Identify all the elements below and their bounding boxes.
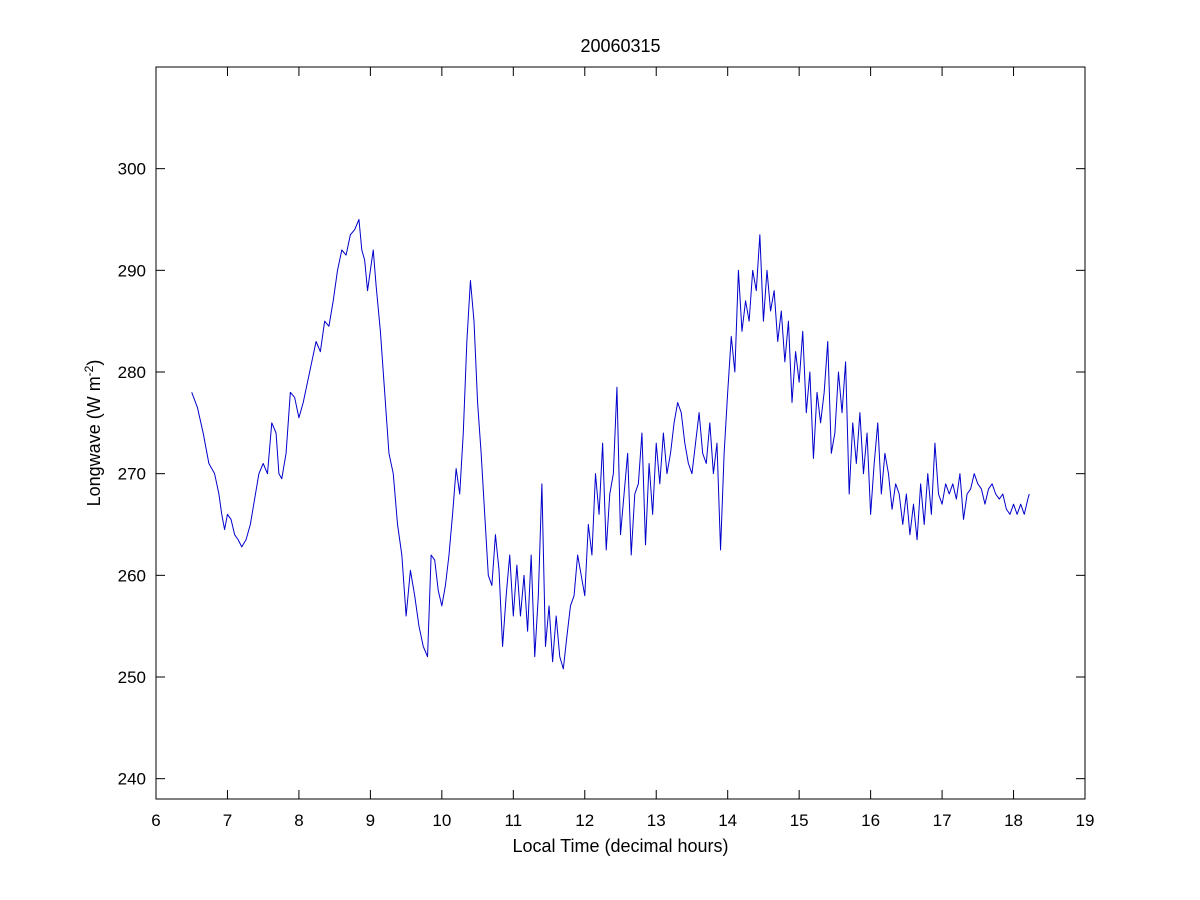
axis-ticks [155,67,1086,799]
series-line [191,219,1030,670]
x-tick-label: 16 [861,811,880,830]
x-axis-label: Local Time (decimal hours) [512,836,728,856]
y-axis-label: Longwave (W m-2) [82,360,104,507]
x-tick-label: 19 [1076,811,1095,830]
y-tick-label: 270 [118,465,146,484]
x-tick-label: 18 [1004,811,1023,830]
x-tick-label: 13 [647,811,666,830]
x-tick-label: 10 [432,811,451,830]
x-tick-label: 11 [504,811,522,830]
data-series [191,219,1030,670]
svg-text:Longwave (W m-2): Longwave (W m-2) [82,360,104,507]
chart-title: 20060315 [580,36,660,56]
y-tick-label: 290 [118,261,146,280]
y-tick-label: 260 [118,566,146,585]
x-tick-label: 6 [151,811,160,830]
x-tick-label: 14 [718,811,737,830]
x-tick-label: 12 [575,811,594,830]
y-tick-label: 250 [118,668,146,687]
x-tick-label: 15 [790,811,809,830]
y-axis-label-close: ) [84,360,104,366]
x-tick-label: 7 [223,811,232,830]
y-tick-label: 240 [118,770,146,789]
tick-labels: 6 7 8 9 10 11 12 13 14 15 16 17 18 19 240 250 260 270 280 2… [118,160,1095,830]
y-tick-label: 300 [118,160,146,179]
y-axis-label-main: Longwave (W m [84,376,104,506]
y-axis-label-sup: -2 [82,365,96,376]
x-tick-label: 9 [366,811,375,830]
x-tick-label: 8 [294,811,303,830]
y-tick-label: 280 [118,363,146,382]
x-tick-label: 17 [933,811,952,830]
plot-frame [155,66,1086,800]
